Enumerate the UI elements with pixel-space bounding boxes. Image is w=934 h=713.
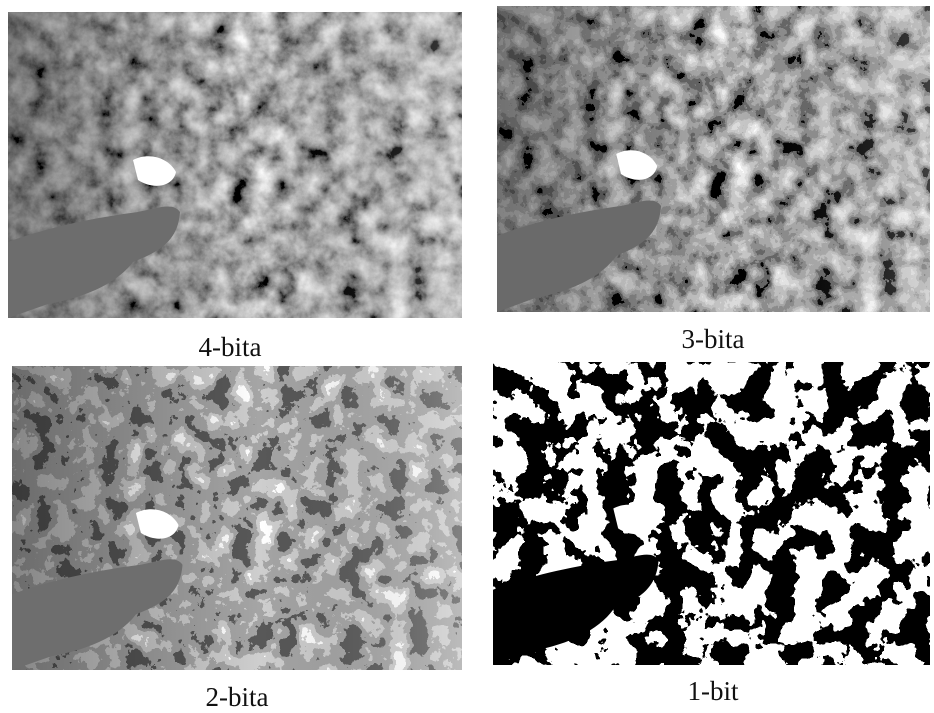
bright-patch [613, 504, 655, 535]
caption: 1-bit [687, 676, 739, 706]
lake [12, 559, 183, 670]
lake [8, 206, 180, 318]
bright-patch [616, 150, 658, 180]
satellite-image [493, 362, 930, 665]
bright-patch [135, 509, 179, 539]
caption: 2-bita [205, 682, 269, 712]
satellite-image [497, 6, 930, 312]
caption: 3-bita [681, 324, 745, 354]
satellite-image [8, 12, 462, 318]
satellite-image [12, 366, 462, 670]
bright-patch [133, 156, 176, 186]
lake [497, 200, 662, 312]
caption: 4-bita [198, 332, 262, 362]
lake [493, 554, 659, 665]
